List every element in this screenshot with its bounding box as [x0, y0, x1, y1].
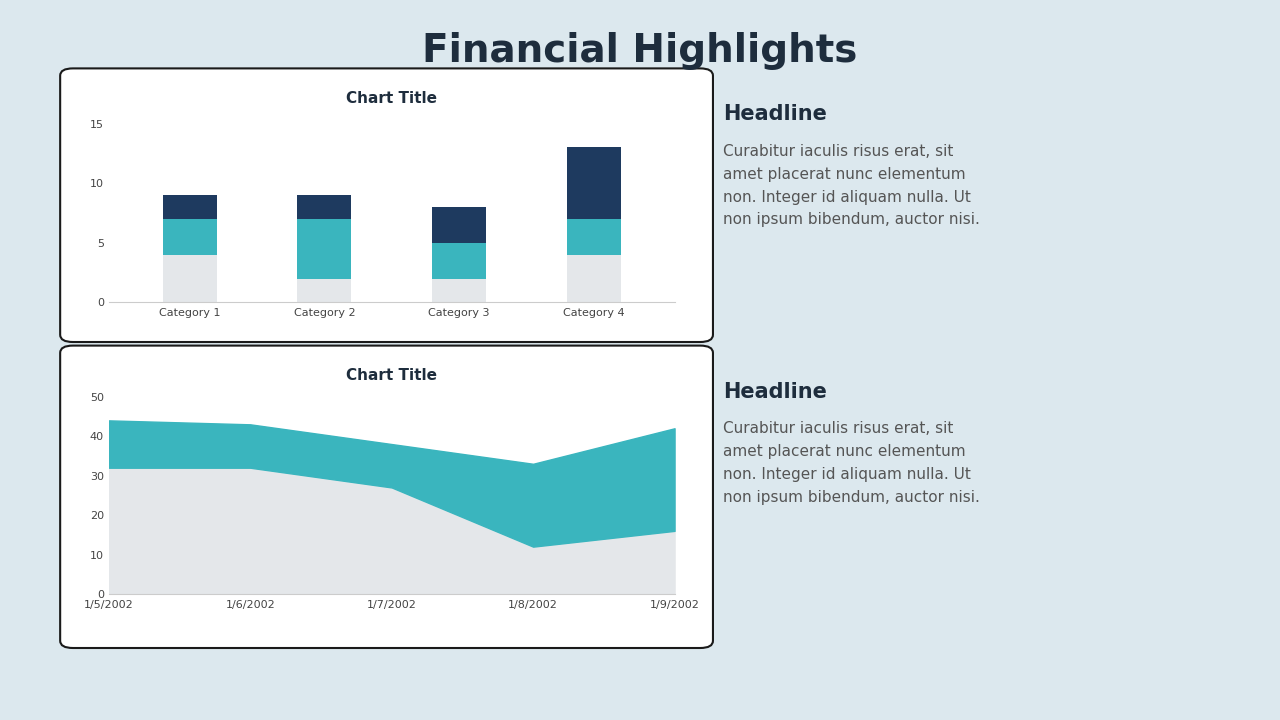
Text: Financial Highlights: Financial Highlights — [422, 32, 858, 71]
FancyBboxPatch shape — [60, 68, 713, 342]
Text: Curabitur iaculis risus erat, sit
amet placerat nunc elementum
non. Integer id a: Curabitur iaculis risus erat, sit amet p… — [723, 144, 980, 228]
Bar — [163, 219, 216, 255]
Bar — [297, 279, 351, 302]
Bar — [297, 219, 351, 279]
FancyBboxPatch shape — [60, 346, 713, 648]
Bar — [297, 195, 351, 219]
Bar — [163, 195, 216, 219]
Text: Curabitur iaculis risus erat, sit
amet placerat nunc elementum
non. Integer id a: Curabitur iaculis risus erat, sit amet p… — [723, 421, 980, 505]
Bar — [567, 148, 621, 219]
Title: Chart Title: Chart Title — [346, 91, 438, 107]
Text: Headline: Headline — [723, 382, 827, 402]
Bar — [433, 207, 486, 243]
Bar — [433, 243, 486, 279]
Bar — [567, 255, 621, 302]
Bar — [163, 255, 216, 302]
Bar — [433, 279, 486, 302]
Text: Headline: Headline — [723, 104, 827, 125]
Bar — [567, 219, 621, 255]
Title: Chart Title: Chart Title — [346, 369, 438, 384]
